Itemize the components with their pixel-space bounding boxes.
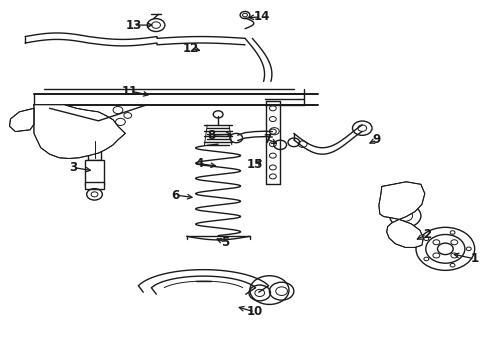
Text: 8: 8 [208,129,216,142]
Text: 2: 2 [423,228,431,241]
Polygon shape [34,105,125,158]
Text: 5: 5 [221,236,230,249]
Polygon shape [9,108,34,132]
Text: 1: 1 [470,252,479,265]
Text: 13: 13 [125,19,142,32]
Text: 9: 9 [373,133,381,146]
Polygon shape [379,182,425,247]
Bar [88,144,101,160]
Text: 10: 10 [246,306,263,319]
Text: 14: 14 [253,10,270,23]
Text: 15: 15 [246,158,263,171]
Bar [85,182,104,189]
Text: 3: 3 [69,161,77,174]
Text: 11: 11 [122,85,138,98]
Text: 4: 4 [196,157,204,170]
Text: 7: 7 [263,132,271,145]
Text: 12: 12 [183,41,199,54]
Bar [85,160,104,185]
Text: 6: 6 [172,189,180,202]
